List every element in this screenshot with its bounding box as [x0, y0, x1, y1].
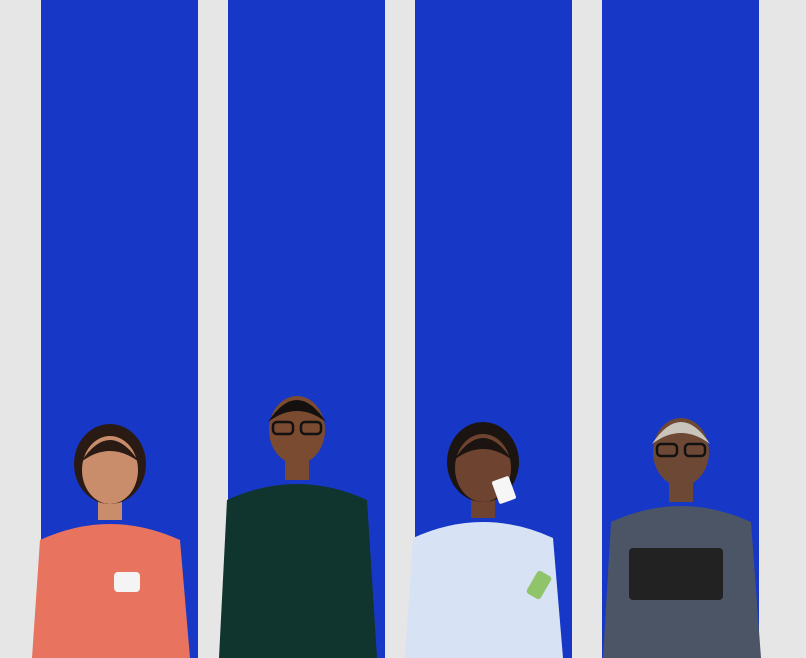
gen-x-woman-with-card-photo	[405, 422, 563, 658]
boomer-man-with-tablet-photo	[603, 418, 761, 658]
gen-z-woman-with-phone-photo	[32, 424, 190, 658]
millennial-man-with-glasses-photo	[219, 396, 377, 658]
